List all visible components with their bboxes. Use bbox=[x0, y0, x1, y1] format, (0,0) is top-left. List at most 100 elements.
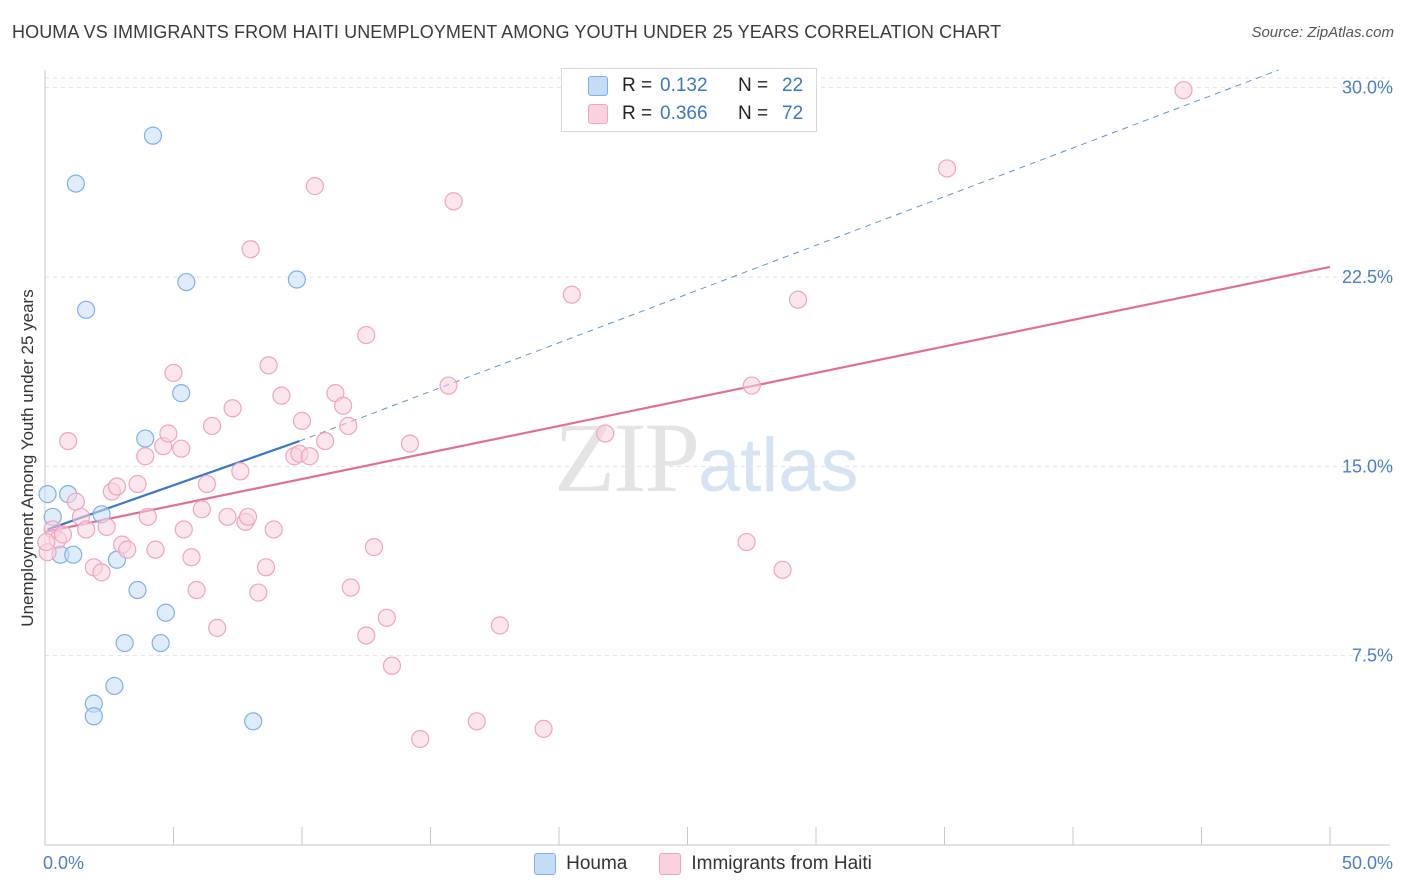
y-tick-label: 7.5% bbox=[1352, 646, 1393, 666]
r-label: R = bbox=[622, 75, 653, 96]
haiti-point bbox=[59, 431, 78, 451]
r-value: 0.132 bbox=[660, 75, 708, 96]
haiti-point bbox=[187, 580, 206, 600]
haiti-point bbox=[259, 356, 278, 375]
haiti-point bbox=[357, 626, 376, 645]
watermark: ZIPatlas bbox=[554, 400, 859, 515]
haiti-point bbox=[249, 583, 268, 602]
haiti-point bbox=[467, 712, 486, 731]
haiti-point bbox=[596, 424, 615, 443]
n-value: 72 bbox=[782, 103, 804, 124]
haiti-point bbox=[272, 386, 291, 405]
haiti-point bbox=[218, 507, 237, 526]
haiti-point bbox=[197, 474, 217, 494]
haiti-point bbox=[202, 416, 222, 436]
houma-point bbox=[151, 633, 170, 653]
haiti-swatch bbox=[659, 853, 682, 875]
y-tick-label: 22.5% bbox=[1342, 267, 1393, 287]
haiti-point bbox=[208, 618, 227, 637]
haiti-point bbox=[411, 729, 430, 749]
houma-point bbox=[177, 272, 196, 292]
haiti-point bbox=[192, 500, 211, 519]
haiti-point bbox=[128, 474, 147, 494]
houma-point bbox=[115, 633, 134, 653]
haiti-point bbox=[334, 396, 353, 415]
houma-point bbox=[105, 676, 124, 696]
haiti-point bbox=[164, 363, 183, 383]
haiti-point bbox=[788, 290, 808, 309]
houma-point bbox=[143, 126, 163, 145]
haiti-point bbox=[256, 558, 276, 577]
data-points bbox=[37, 81, 1193, 749]
haiti-point bbox=[742, 376, 761, 395]
haiti-point bbox=[66, 492, 85, 511]
haiti-point bbox=[107, 477, 127, 496]
watermark-atlas: atlas bbox=[698, 423, 859, 508]
haiti-point bbox=[357, 325, 376, 345]
haiti-point bbox=[316, 431, 335, 451]
n-label: N = bbox=[738, 103, 769, 124]
haiti-point bbox=[182, 548, 201, 567]
chart-title: HOUMA VS IMMIGRANTS FROM HAITI UNEMPLOYM… bbox=[12, 22, 1002, 42]
haiti-point bbox=[172, 439, 191, 458]
haiti-point bbox=[341, 578, 360, 597]
grid-lines bbox=[45, 77, 1390, 657]
n-label: N = bbox=[738, 75, 769, 96]
axes bbox=[44, 70, 1390, 846]
legend-item-houma: Houma bbox=[534, 853, 627, 875]
legend-item-haiti: Immigrants from Haiti bbox=[659, 853, 872, 875]
legend-label-houma: Houma bbox=[566, 853, 628, 874]
haiti-trend-line bbox=[44, 265, 1331, 534]
haiti-swatch bbox=[588, 104, 608, 124]
houma-swatch bbox=[534, 853, 557, 875]
haiti-point bbox=[77, 520, 96, 539]
watermark-zip: ZIP bbox=[554, 402, 700, 513]
haiti-point bbox=[377, 608, 396, 627]
haiti-point bbox=[37, 532, 56, 552]
y-tick-label: 15.0% bbox=[1342, 456, 1393, 476]
houma-point bbox=[244, 712, 263, 731]
haiti-point bbox=[490, 616, 509, 635]
haiti-point bbox=[136, 447, 155, 466]
tick-labels: 7.5% 15.0% 22.5% 30.0% 0.0% 50.0% Unemployment… bbox=[18, 78, 1393, 873]
houma-point bbox=[287, 270, 306, 289]
haiti-point bbox=[138, 507, 157, 526]
haiti-point bbox=[53, 525, 73, 544]
haiti-point bbox=[223, 399, 242, 418]
haiti-point bbox=[534, 719, 553, 738]
haiti-point bbox=[937, 159, 957, 178]
series-legend: Houma Immigrants from Haiti bbox=[0, 852, 1406, 876]
x-tick-label: 0.0% bbox=[43, 853, 84, 873]
y-axis-title: Unemployment Among Youth under 25 years bbox=[18, 289, 37, 626]
houma-point bbox=[136, 429, 155, 448]
haiti-point bbox=[264, 520, 283, 539]
haiti-point bbox=[118, 540, 137, 559]
haiti-point bbox=[241, 240, 260, 259]
r-label: R = bbox=[622, 103, 653, 124]
r-value: 0.366 bbox=[660, 103, 708, 124]
haiti-point bbox=[231, 462, 250, 481]
haiti-point bbox=[146, 540, 165, 559]
legend-row-houma: R = 0.132 N = 22 bbox=[588, 73, 803, 99]
houma-trend-extension bbox=[299, 69, 1279, 442]
haiti-point bbox=[159, 424, 178, 443]
haiti-point bbox=[444, 192, 463, 211]
correlation-legend: R = 0.132 N = 22 R = 0.366 N = 72 bbox=[561, 68, 817, 132]
haiti-point bbox=[439, 376, 458, 395]
haiti-point bbox=[292, 411, 312, 430]
houma-point bbox=[84, 707, 103, 726]
houma-point bbox=[77, 300, 96, 319]
houma-point bbox=[64, 545, 83, 564]
haiti-point bbox=[562, 285, 581, 304]
haiti-point bbox=[97, 517, 116, 537]
haiti-point bbox=[305, 177, 324, 196]
haiti-point bbox=[174, 520, 193, 539]
y-tick-label: 30.0% bbox=[1342, 78, 1393, 98]
houma-point bbox=[172, 384, 191, 403]
haiti-point bbox=[238, 507, 258, 526]
x-tick-label: 50.0% bbox=[1342, 853, 1393, 873]
houma-point bbox=[66, 174, 85, 193]
houma-point bbox=[38, 485, 57, 504]
haiti-point bbox=[382, 656, 402, 675]
